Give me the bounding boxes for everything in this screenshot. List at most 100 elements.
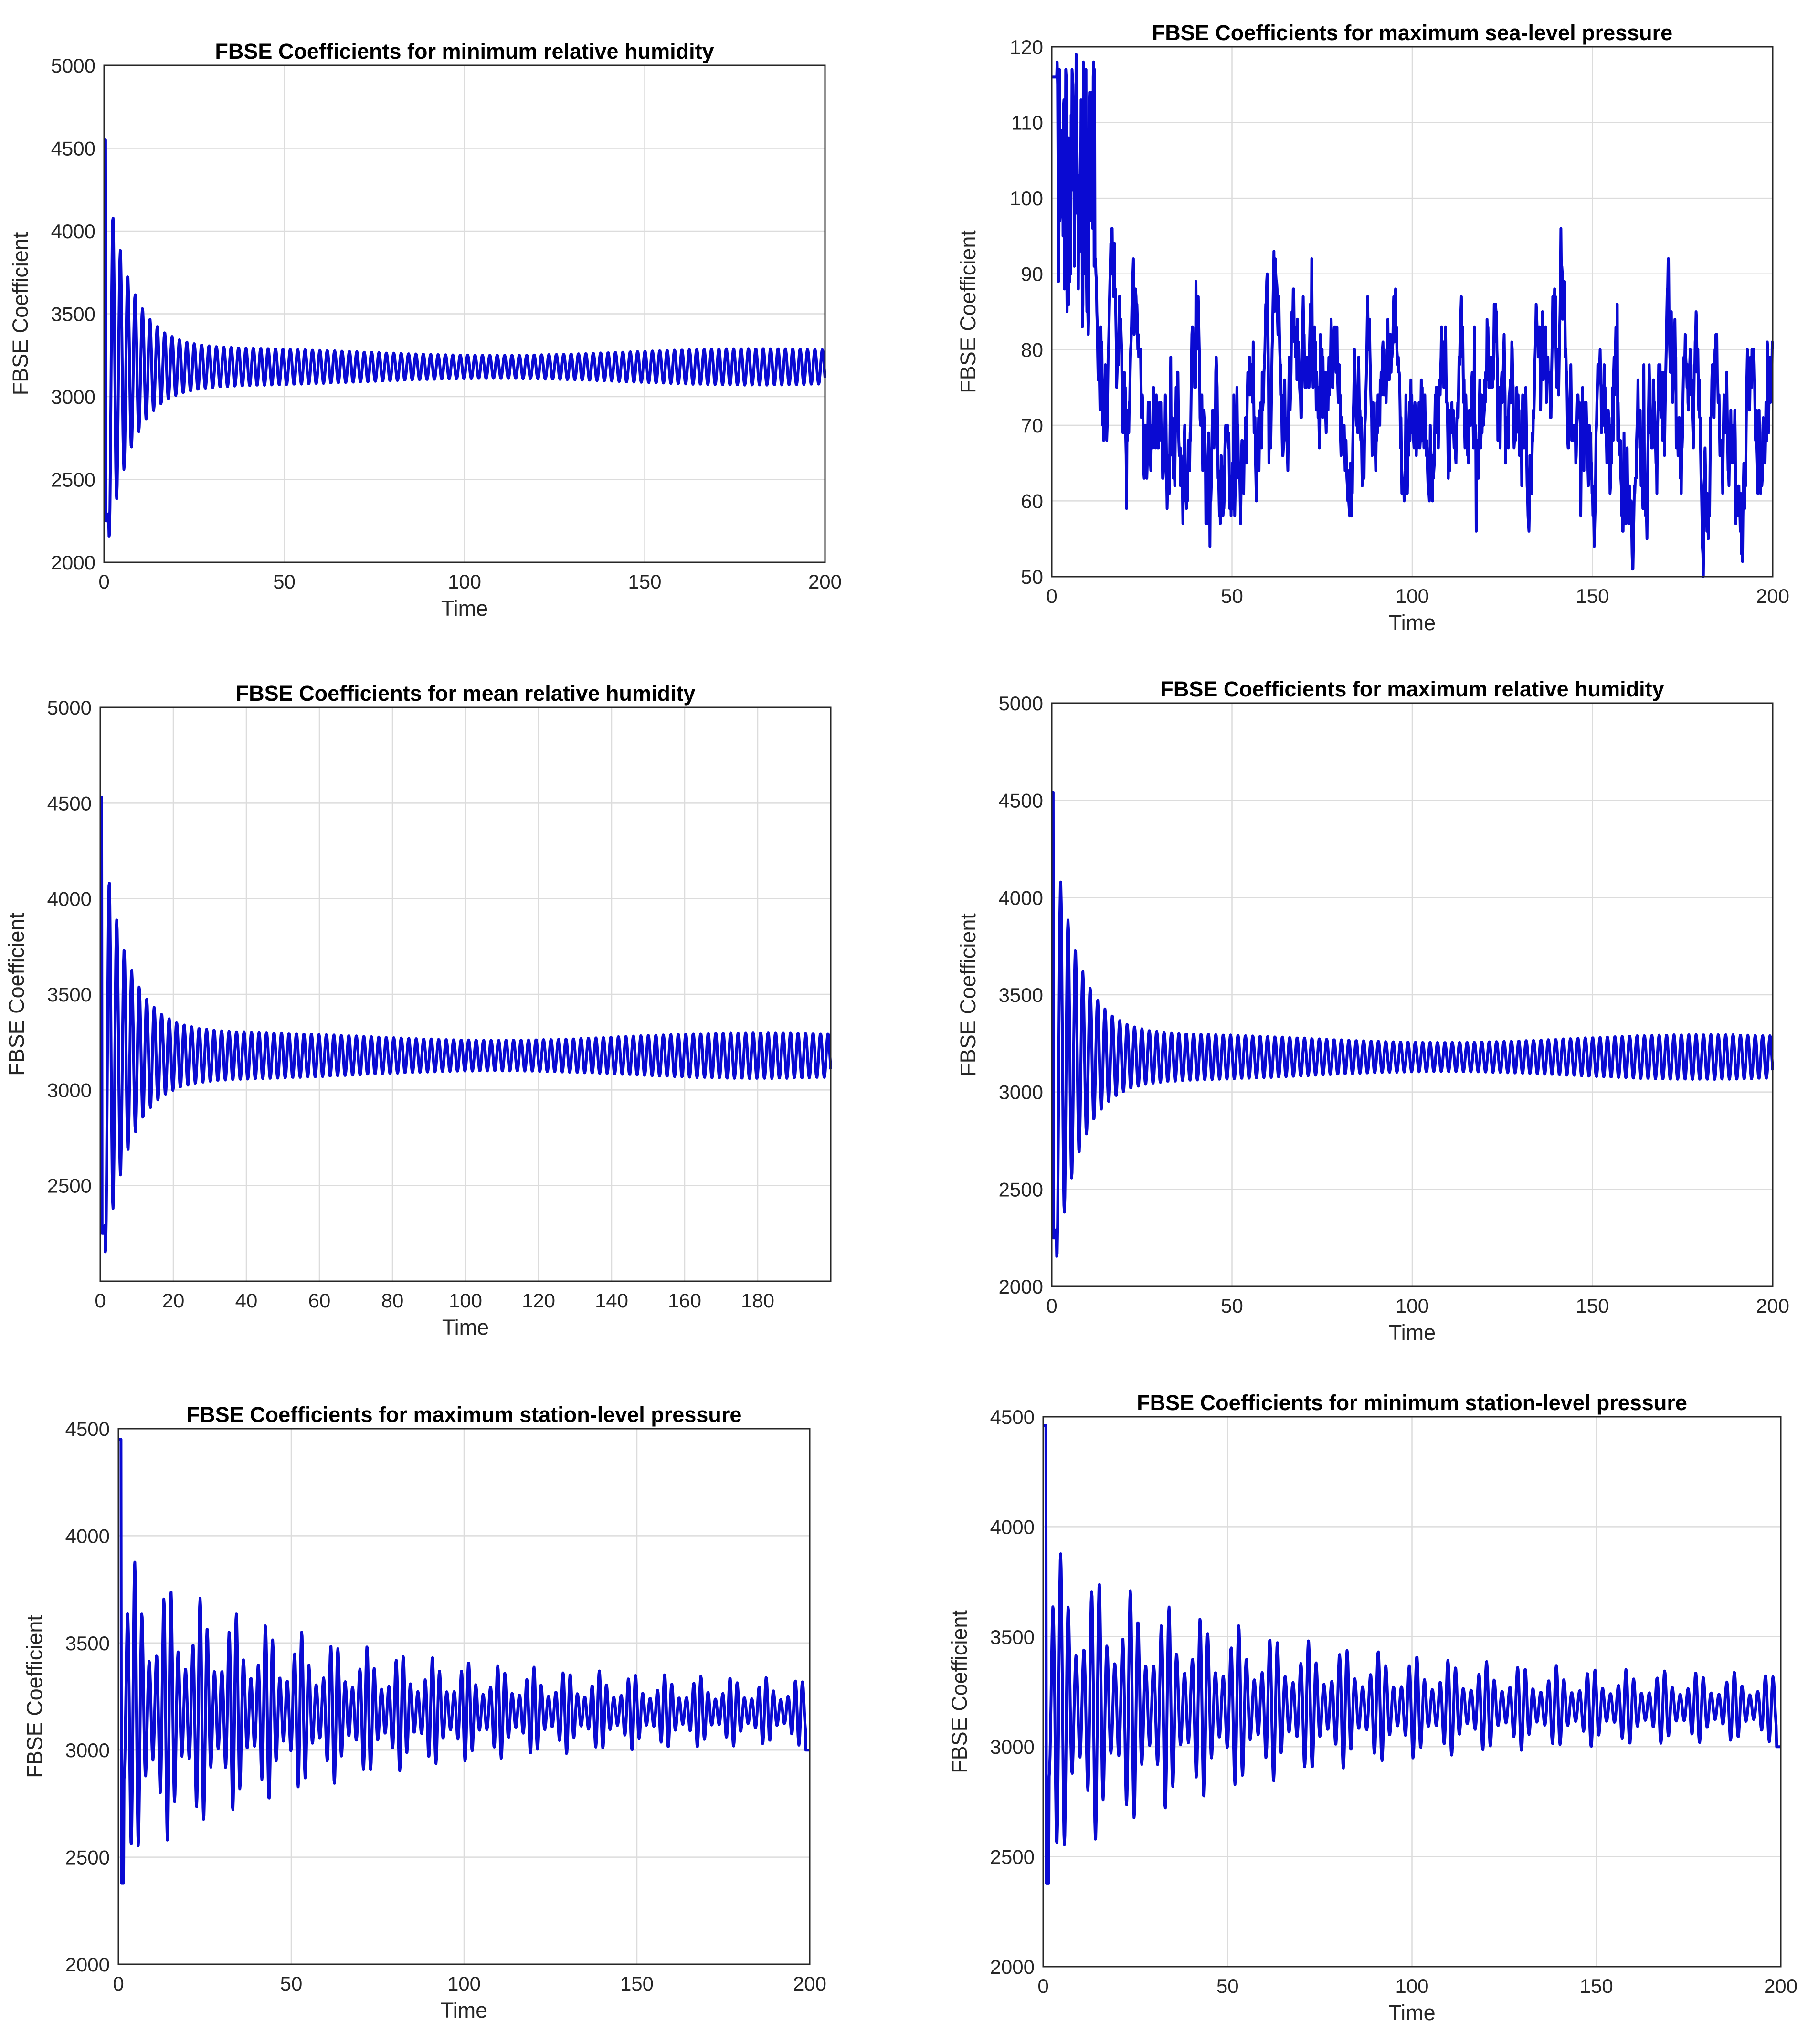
y-tick-label: 3000 (51, 386, 95, 408)
series-line (99, 796, 832, 1254)
chart-title: FBSE Coefficients for maximum sea-level … (1152, 21, 1672, 45)
y-tick-label: 4000 (990, 1516, 1035, 1538)
x-tick-label: 100 (447, 1972, 481, 1995)
y-tick-label: 2000 (65, 1953, 110, 1976)
plot-frame (103, 64, 826, 563)
x-tick-label: 200 (1756, 585, 1789, 607)
y-tick-label: 50 (1021, 566, 1043, 588)
x-tick-label: 40 (235, 1289, 258, 1312)
y-tick-label: 3000 (65, 1739, 110, 1761)
y-tick-label: 3500 (65, 1632, 110, 1654)
y-tick-label: 4500 (999, 790, 1043, 812)
y-tick-label: 2000 (990, 1956, 1035, 1978)
x-tick-label: 50 (1221, 1295, 1243, 1317)
plot-frame (117, 1428, 811, 1965)
plot-frame (1042, 1416, 1782, 1968)
y-tick-label: 90 (1021, 263, 1043, 285)
y-tick-label: 3000 (47, 1079, 92, 1101)
x-tick-label: 120 (522, 1289, 555, 1312)
y-tick-label: 2500 (999, 1178, 1043, 1201)
y-tick-label: 3500 (999, 984, 1043, 1006)
x-tick-label: 100 (448, 570, 481, 593)
x-tick-label: 200 (1764, 1975, 1797, 1997)
x-tick-label: 150 (628, 570, 661, 593)
y-axis-label: FBSE Coefficient (22, 1615, 47, 1778)
x-tick-label: 150 (1575, 585, 1609, 607)
x-tick-label: 50 (280, 1972, 303, 1995)
series-line (103, 138, 826, 538)
x-tick-label: 80 (381, 1289, 404, 1312)
y-tick-label: 2000 (999, 1275, 1043, 1298)
series-line (117, 1438, 811, 1885)
chart-title: FBSE Coefficients for minimum station-le… (1137, 1391, 1687, 1415)
chart-panel-6: 0 50 100 150 200 2000 2500 3000 3500 4000 4500 FBSE… (947, 1391, 1797, 2025)
x-tick-label: 60 (308, 1289, 331, 1312)
y-tick-label: 2000 (51, 551, 95, 574)
y-tick-label: 60 (1021, 490, 1043, 512)
x-tick-label: 50 (1221, 585, 1243, 607)
x-axis-label: Time (1389, 1320, 1436, 1345)
y-tick-label: 70 (1021, 414, 1043, 437)
x-tick-label: 200 (793, 1972, 826, 1995)
y-axis-label: FBSE Coefficient (947, 1610, 972, 1773)
y-axis-label: FBSE Coefficient (956, 913, 980, 1076)
y-tick-label: 3500 (47, 983, 92, 1006)
x-tick-label: 0 (113, 1972, 124, 1995)
y-tick-label: 4000 (65, 1525, 110, 1547)
y-tick-label: 4500 (65, 1418, 110, 1440)
chart-panel-5: 0 50 100 150 200 2000 2500 3000 3500 4000 4500 FBSE… (22, 1402, 826, 2023)
y-axis-label: FBSE Coefficient (8, 232, 32, 395)
plot-frame (1051, 702, 1774, 1287)
x-axis-label: Time (441, 596, 488, 621)
x-tick-label: 0 (1046, 1295, 1057, 1317)
y-tick-label: 4500 (47, 792, 92, 814)
chart-panel-3: 0 20 40 60 80 100 120 140 160 180 2500 3000 3500 4000… (4, 681, 832, 1339)
chart-title: FBSE Coefficients for mean relative humi… (236, 681, 696, 706)
x-tick-label: 200 (1756, 1295, 1789, 1317)
y-tick-label: 5000 (999, 692, 1043, 715)
y-tick-label: 2500 (65, 1846, 110, 1869)
plot-frame (1051, 46, 1774, 578)
series-line (1051, 791, 1774, 1258)
x-tick-label: 20 (162, 1289, 185, 1312)
y-tick-label: 120 (1010, 36, 1043, 58)
x-axis-label: Time (442, 1315, 489, 1339)
chart-panel-1: 0 50 100 150 200 2000 2500 3000 3500 4000 4500 5000… (8, 39, 842, 621)
x-tick-label: 150 (1580, 1975, 1613, 1997)
x-tick-label: 160 (668, 1289, 701, 1312)
x-tick-label: 0 (1037, 1975, 1048, 1997)
y-tick-label: 4000 (999, 886, 1043, 909)
x-tick-label: 100 (1395, 1975, 1428, 1997)
x-tick-label: 100 (1396, 1295, 1429, 1317)
x-tick-label: 140 (595, 1289, 628, 1312)
x-tick-label: 0 (1046, 585, 1057, 607)
y-tick-label: 4000 (47, 888, 92, 910)
series-line (1042, 1424, 1782, 1885)
y-tick-label: 2500 (51, 469, 95, 491)
y-tick-label: 5000 (47, 696, 92, 719)
y-axis-label: FBSE Coefficient (956, 230, 980, 393)
x-tick-label: 100 (449, 1289, 482, 1312)
x-axis-label: Time (1389, 611, 1436, 635)
y-tick-label: 2500 (47, 1175, 92, 1197)
plot-frame (99, 706, 832, 1282)
x-tick-label: 50 (1216, 1975, 1239, 1997)
y-tick-label: 3500 (51, 303, 95, 326)
y-axis-label: FBSE Coefficient (4, 913, 29, 1076)
x-tick-label: 0 (95, 1289, 106, 1312)
x-axis-label: Time (1388, 2001, 1435, 2025)
x-tick-label: 180 (741, 1289, 774, 1312)
x-axis-label: Time (441, 1998, 487, 2023)
y-tick-label: 110 (1011, 112, 1043, 134)
x-tick-label: 150 (620, 1972, 654, 1995)
x-tick-label: 50 (273, 570, 296, 593)
y-tick-label: 2500 (990, 1846, 1035, 1868)
x-tick-label: 150 (1575, 1295, 1609, 1317)
y-tick-label: 80 (1021, 338, 1043, 361)
y-tick-label: 3000 (999, 1081, 1043, 1104)
y-tick-label: 5000 (51, 54, 95, 77)
series-line (1051, 53, 1774, 578)
y-tick-label: 100 (1010, 187, 1043, 210)
